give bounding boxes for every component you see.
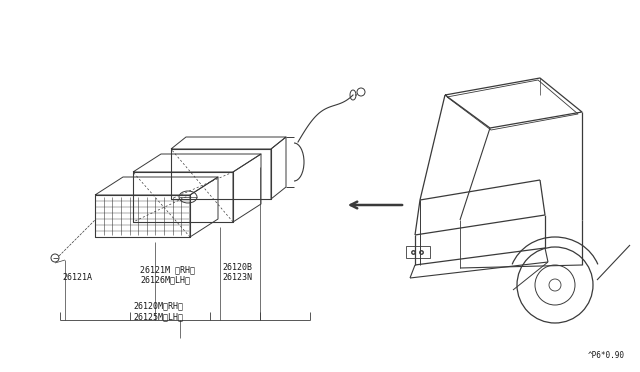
Text: 26120M〈RH〉: 26120M〈RH〉 <box>133 301 183 311</box>
Text: 26126M〈LH〉: 26126M〈LH〉 <box>140 276 190 285</box>
Text: 26125M〈LH〉: 26125M〈LH〉 <box>133 312 183 321</box>
Text: ^P6*0.90: ^P6*0.90 <box>588 351 625 360</box>
Text: 26121M 〈RH〉: 26121M 〈RH〉 <box>140 266 195 275</box>
Text: 26120B: 26120B <box>222 263 252 272</box>
Bar <box>406 246 430 258</box>
Text: 26121A: 26121A <box>62 273 92 282</box>
Text: 26123N: 26123N <box>222 273 252 282</box>
